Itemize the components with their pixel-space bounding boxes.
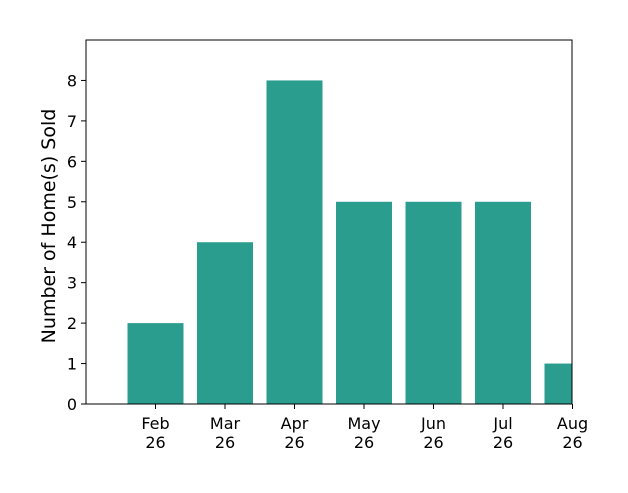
- y-tick-label: 7: [67, 112, 77, 131]
- bar-may-26: [336, 201, 392, 404]
- bar-mar-26: [197, 242, 253, 404]
- y-tick-label: 6: [67, 152, 77, 171]
- bar-jun-26: [405, 201, 462, 404]
- x-tick-label: Jul 26: [492, 414, 513, 452]
- y-tick-label: 8: [67, 71, 77, 90]
- x-tick-label: Aug 26: [557, 414, 588, 452]
- plot-frame: [85, 39, 573, 405]
- y-tick-label: 1: [67, 355, 77, 374]
- x-tick-label: Mar 26: [210, 414, 241, 452]
- y-axis-label: Number of Home(s) Sold: [38, 109, 60, 344]
- bar-feb-26: [127, 323, 184, 404]
- x-tick-label: Jun 26: [420, 414, 446, 452]
- bars-group: [127, 80, 572, 404]
- x-axis-ticks: Feb 26 Mar 26 Apr 26 May 26 Jun 26 Jul 26 Aug 26: [141, 404, 588, 452]
- bar-aug-26: [544, 363, 572, 404]
- y-tick-label: 5: [67, 193, 77, 212]
- bar-apr-26: [266, 80, 323, 404]
- y-tick-label: 0: [67, 395, 77, 414]
- x-tick-label: May 26: [347, 414, 380, 452]
- y-tick-label: 4: [67, 233, 77, 252]
- x-tick-label: Apr 26: [281, 414, 309, 452]
- y-tick-label: 2: [67, 314, 77, 333]
- bar-jul-26: [475, 201, 531, 404]
- y-tick-label: 3: [67, 274, 77, 293]
- x-tick-label: Feb 26: [141, 414, 169, 452]
- y-axis-ticks: 0 1 2 3 4 5 6 7 8: [67, 71, 86, 414]
